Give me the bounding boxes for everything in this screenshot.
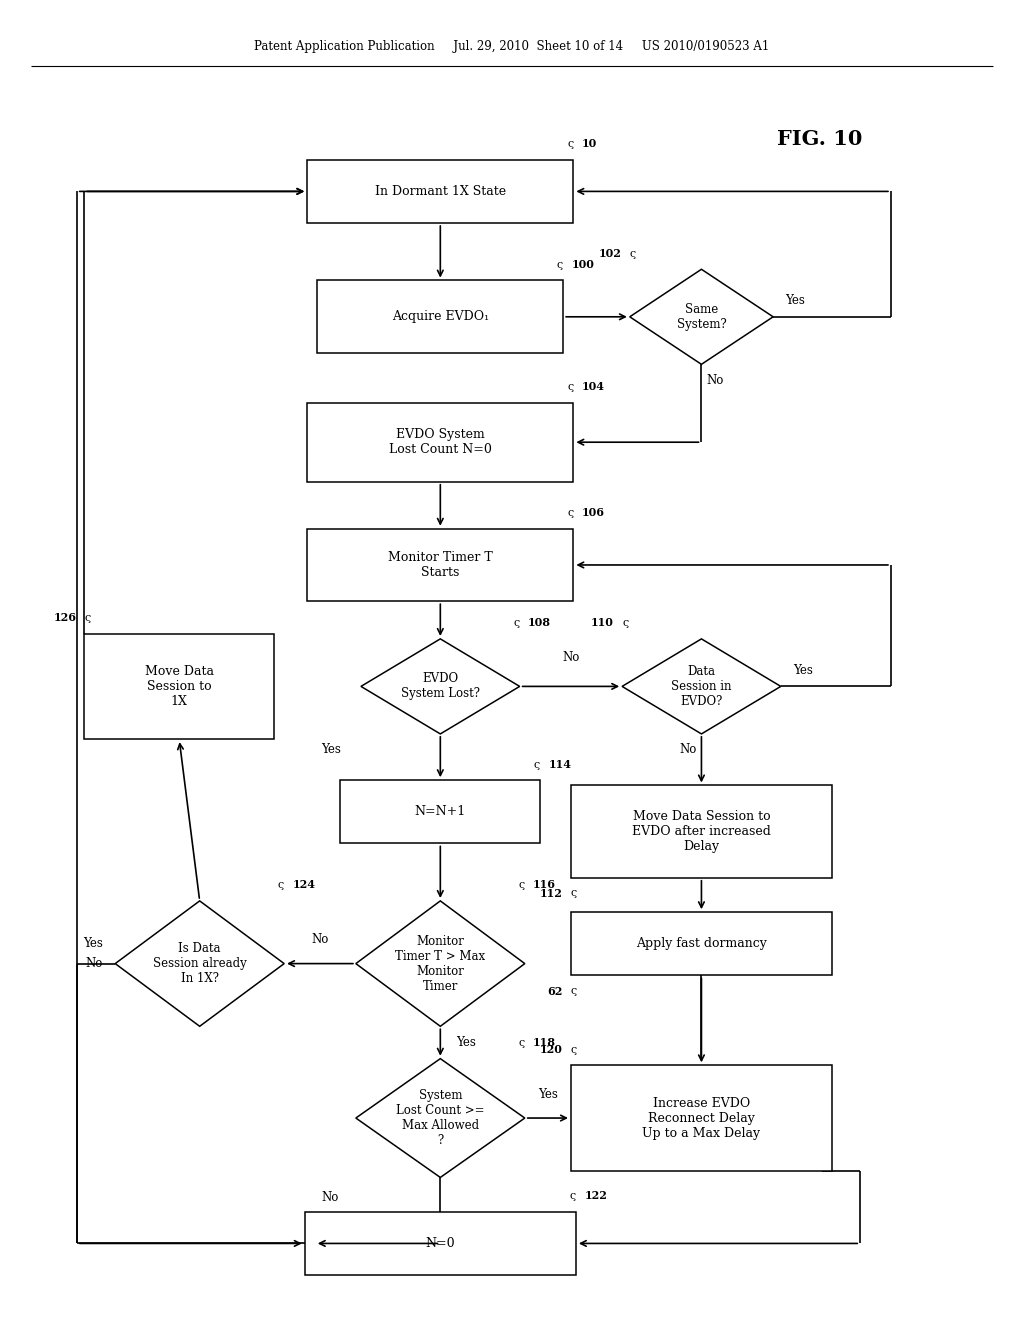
- Text: In Dormant 1X State: In Dormant 1X State: [375, 185, 506, 198]
- Text: EVDO
System Lost?: EVDO System Lost?: [400, 672, 480, 701]
- Text: No: No: [562, 651, 580, 664]
- Text: 126: 126: [53, 612, 76, 623]
- Text: Yes: Yes: [794, 664, 813, 677]
- Text: Yes: Yes: [321, 743, 340, 756]
- FancyBboxPatch shape: [571, 1065, 833, 1171]
- Text: ς: ς: [567, 139, 573, 149]
- Text: 62: 62: [547, 986, 563, 997]
- Text: Is Data
Session already
In 1X?: Is Data Session already In 1X?: [153, 942, 247, 985]
- Text: ς: ς: [569, 1191, 575, 1201]
- Text: ς: ς: [534, 759, 541, 770]
- FancyBboxPatch shape: [317, 280, 563, 352]
- Text: ς: ς: [84, 612, 91, 623]
- Text: ς: ς: [518, 880, 524, 890]
- Text: No: No: [679, 743, 696, 756]
- Text: System
Lost Count >=
Max Allowed
?: System Lost Count >= Max Allowed ?: [396, 1089, 484, 1147]
- FancyBboxPatch shape: [307, 403, 573, 482]
- Text: No: No: [322, 1191, 339, 1204]
- Text: Yes: Yes: [456, 1036, 475, 1049]
- Text: Patent Application Publication     Jul. 29, 2010  Sheet 10 of 14     US 2010/019: Patent Application Publication Jul. 29, …: [254, 40, 770, 53]
- Text: 122: 122: [584, 1191, 607, 1201]
- FancyBboxPatch shape: [307, 160, 573, 223]
- FancyBboxPatch shape: [571, 785, 833, 878]
- Polygon shape: [630, 269, 773, 364]
- Text: Apply fast dormancy: Apply fast dormancy: [636, 937, 767, 950]
- Text: N=N+1: N=N+1: [415, 805, 466, 818]
- FancyBboxPatch shape: [571, 912, 833, 975]
- Text: ς: ς: [630, 248, 636, 259]
- Text: Increase EVDO
Reconnect Delay
Up to a Max Delay: Increase EVDO Reconnect Delay Up to a Ma…: [642, 1097, 761, 1139]
- Text: ς: ς: [571, 986, 578, 997]
- Text: EVDO System
Lost Count N=0: EVDO System Lost Count N=0: [389, 428, 492, 457]
- FancyBboxPatch shape: [307, 528, 573, 602]
- Text: 110: 110: [591, 618, 614, 628]
- Polygon shape: [356, 1059, 524, 1177]
- Text: ς: ς: [557, 260, 563, 271]
- Text: 106: 106: [582, 507, 604, 519]
- Text: 118: 118: [532, 1038, 556, 1048]
- Text: Acquire EVDO₁: Acquire EVDO₁: [392, 310, 488, 323]
- Text: 114: 114: [549, 759, 571, 770]
- Text: ς: ς: [623, 618, 629, 628]
- Text: Monitor Timer T
Starts: Monitor Timer T Starts: [388, 550, 493, 579]
- Text: 108: 108: [528, 618, 551, 628]
- Text: N=0: N=0: [426, 1237, 455, 1250]
- Text: No: No: [311, 933, 329, 946]
- Text: ς: ς: [278, 880, 285, 890]
- Text: 10: 10: [582, 139, 597, 149]
- Text: ς: ς: [571, 888, 578, 899]
- Text: 104: 104: [582, 381, 604, 392]
- Text: Yes: Yes: [785, 294, 805, 308]
- Polygon shape: [623, 639, 781, 734]
- Text: 100: 100: [571, 259, 594, 271]
- Polygon shape: [115, 900, 285, 1027]
- Text: No: No: [86, 957, 102, 970]
- Text: Monitor
Timer T > Max
Monitor
Timer: Monitor Timer T > Max Monitor Timer: [395, 935, 485, 993]
- Text: FIG. 10: FIG. 10: [776, 128, 862, 149]
- Text: Move Data Session to
EVDO after increased
Delay: Move Data Session to EVDO after increase…: [632, 810, 771, 853]
- Text: ς: ς: [518, 1038, 524, 1048]
- Text: 112: 112: [540, 888, 563, 899]
- Text: 102: 102: [599, 248, 622, 259]
- Text: 124: 124: [293, 879, 315, 890]
- Text: ς: ς: [567, 381, 573, 392]
- Polygon shape: [360, 639, 519, 734]
- FancyBboxPatch shape: [305, 1212, 575, 1275]
- Text: ς: ς: [571, 1044, 578, 1055]
- Text: No: No: [707, 374, 724, 387]
- Text: Move Data
Session to
1X: Move Data Session to 1X: [144, 665, 214, 708]
- FancyBboxPatch shape: [340, 780, 541, 843]
- Text: Data
Session in
EVDO?: Data Session in EVDO?: [671, 665, 732, 708]
- FancyBboxPatch shape: [84, 634, 273, 739]
- Text: ς: ς: [567, 508, 573, 519]
- Text: Same
System?: Same System?: [677, 302, 726, 331]
- Text: 120: 120: [540, 1044, 563, 1055]
- Text: Yes: Yes: [83, 937, 102, 950]
- Polygon shape: [356, 900, 524, 1027]
- Text: 116: 116: [532, 879, 556, 890]
- Text: Yes: Yes: [538, 1088, 558, 1101]
- Text: ς: ς: [513, 618, 519, 628]
